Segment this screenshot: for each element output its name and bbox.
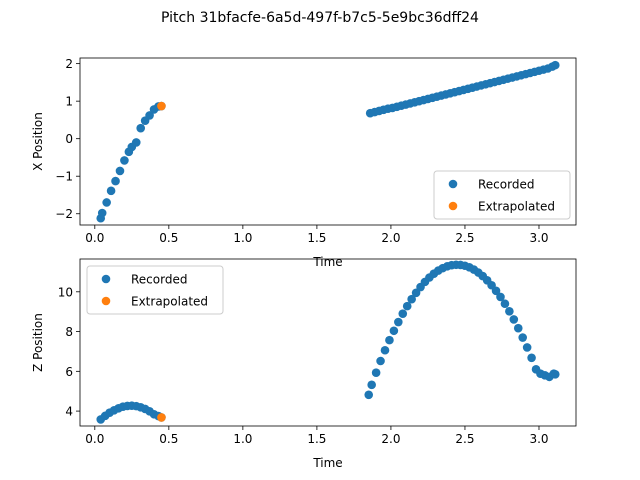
x-tick-label: 0.0 — [85, 432, 104, 446]
legend-marker-recorded — [448, 179, 458, 189]
data-point — [371, 368, 381, 378]
y-tick-label: 0 — [65, 132, 73, 146]
figure-title: Pitch 31bfacfe-6a5d-497f-b7c5-5e9bc36dff… — [161, 10, 479, 26]
data-point — [509, 315, 519, 324]
plot-frame — [79, 258, 577, 427]
data-point — [518, 333, 527, 342]
x-tick-label: 2.5 — [455, 432, 474, 446]
x-axis-label: Time — [312, 255, 342, 269]
series-recorded — [96, 260, 560, 424]
data-point — [522, 343, 532, 352]
legend-marker-extrapolated — [101, 296, 111, 306]
data-point — [102, 198, 111, 207]
y-tick-label: 8 — [65, 325, 73, 339]
legend-label-recorded: Recorded — [478, 178, 534, 192]
data-point — [364, 390, 374, 400]
legend-label-extrapolated: Extrapolated — [478, 200, 555, 214]
data-point — [136, 123, 146, 133]
legend-box — [433, 170, 571, 220]
x-tick-label: 3.0 — [529, 432, 548, 446]
data-point — [385, 335, 394, 345]
subplot-1: 0.0 0.5 1.0 1.5 2.0 2.5 3.0 −2 −1 0 1 2 Time X Positi… — [31, 57, 577, 269]
data-point — [367, 380, 376, 390]
y-tick-label: 2 — [65, 57, 73, 71]
data-point — [407, 294, 416, 304]
x-tick-label: 0.5 — [159, 231, 178, 245]
y-tick-label: −2 — [55, 207, 73, 221]
data-point — [111, 176, 120, 186]
data-point — [394, 317, 403, 327]
x-tick-label: 2.0 — [381, 231, 400, 245]
y-tick-label: 6 — [65, 365, 73, 379]
data-point — [527, 353, 536, 363]
data-point — [157, 413, 166, 422]
data-point — [389, 326, 399, 336]
data-point — [513, 323, 523, 333]
x-tick-label: 3.0 — [529, 231, 548, 245]
subplots: 0.0 0.5 1.0 1.5 2.0 2.5 3.0 −2 −1 0 1 2 Time X Positi… — [31, 57, 577, 470]
legend: Recorded Extrapolated — [86, 265, 224, 315]
data-point — [131, 138, 141, 147]
legend-marker-extrapolated — [448, 201, 458, 211]
data-point — [550, 370, 560, 379]
y-tick-label: 10 — [58, 285, 73, 299]
legend: Recorded Extrapolated — [433, 170, 571, 220]
y-tick-label: −1 — [55, 170, 73, 184]
x-axis-label: Time — [312, 456, 342, 470]
x-tick-label: 1.0 — [233, 432, 252, 446]
data-point — [402, 301, 412, 311]
y-tick-label: 4 — [65, 405, 73, 419]
data-point — [505, 306, 514, 316]
x-tick-label: 1.5 — [307, 432, 326, 446]
legend-box — [86, 265, 224, 315]
data-point — [97, 208, 107, 218]
x-tick-label: 0.0 — [85, 231, 104, 245]
legend-label-extrapolated: Extrapolated — [131, 295, 208, 309]
data-point — [496, 292, 505, 302]
data-point — [376, 356, 385, 366]
x-tick-label: 1.0 — [233, 231, 252, 245]
data-point — [157, 101, 166, 111]
data-point — [120, 156, 129, 165]
x-tick-label: 2.5 — [455, 231, 474, 245]
series-recorded — [96, 60, 560, 223]
legend-label-recorded: Recorded — [131, 273, 187, 287]
x-tick-label: 2.0 — [381, 432, 400, 446]
y-axis-label: X Position — [31, 112, 45, 171]
series-extrapolated — [157, 413, 166, 422]
data-point — [550, 60, 560, 70]
x-tick-label: 0.5 — [159, 432, 178, 446]
data-point — [500, 299, 510, 309]
legend-marker-recorded — [101, 274, 111, 284]
data-point — [380, 345, 390, 355]
plot-frame — [79, 57, 577, 226]
data-point — [106, 186, 116, 196]
data-point — [145, 111, 154, 120]
x-tick-label: 1.5 — [307, 231, 326, 245]
y-tick-label: 1 — [65, 95, 73, 109]
subplot-2: 0.0 0.5 1.0 1.5 2.0 2.5 3.0 4 6 8 10 Time Z Position… — [31, 258, 577, 470]
data-point — [115, 166, 125, 176]
data-point — [491, 286, 501, 296]
series-extrapolated — [157, 101, 166, 111]
data-point — [398, 309, 408, 318]
y-axis-label: Z Position — [31, 313, 45, 372]
